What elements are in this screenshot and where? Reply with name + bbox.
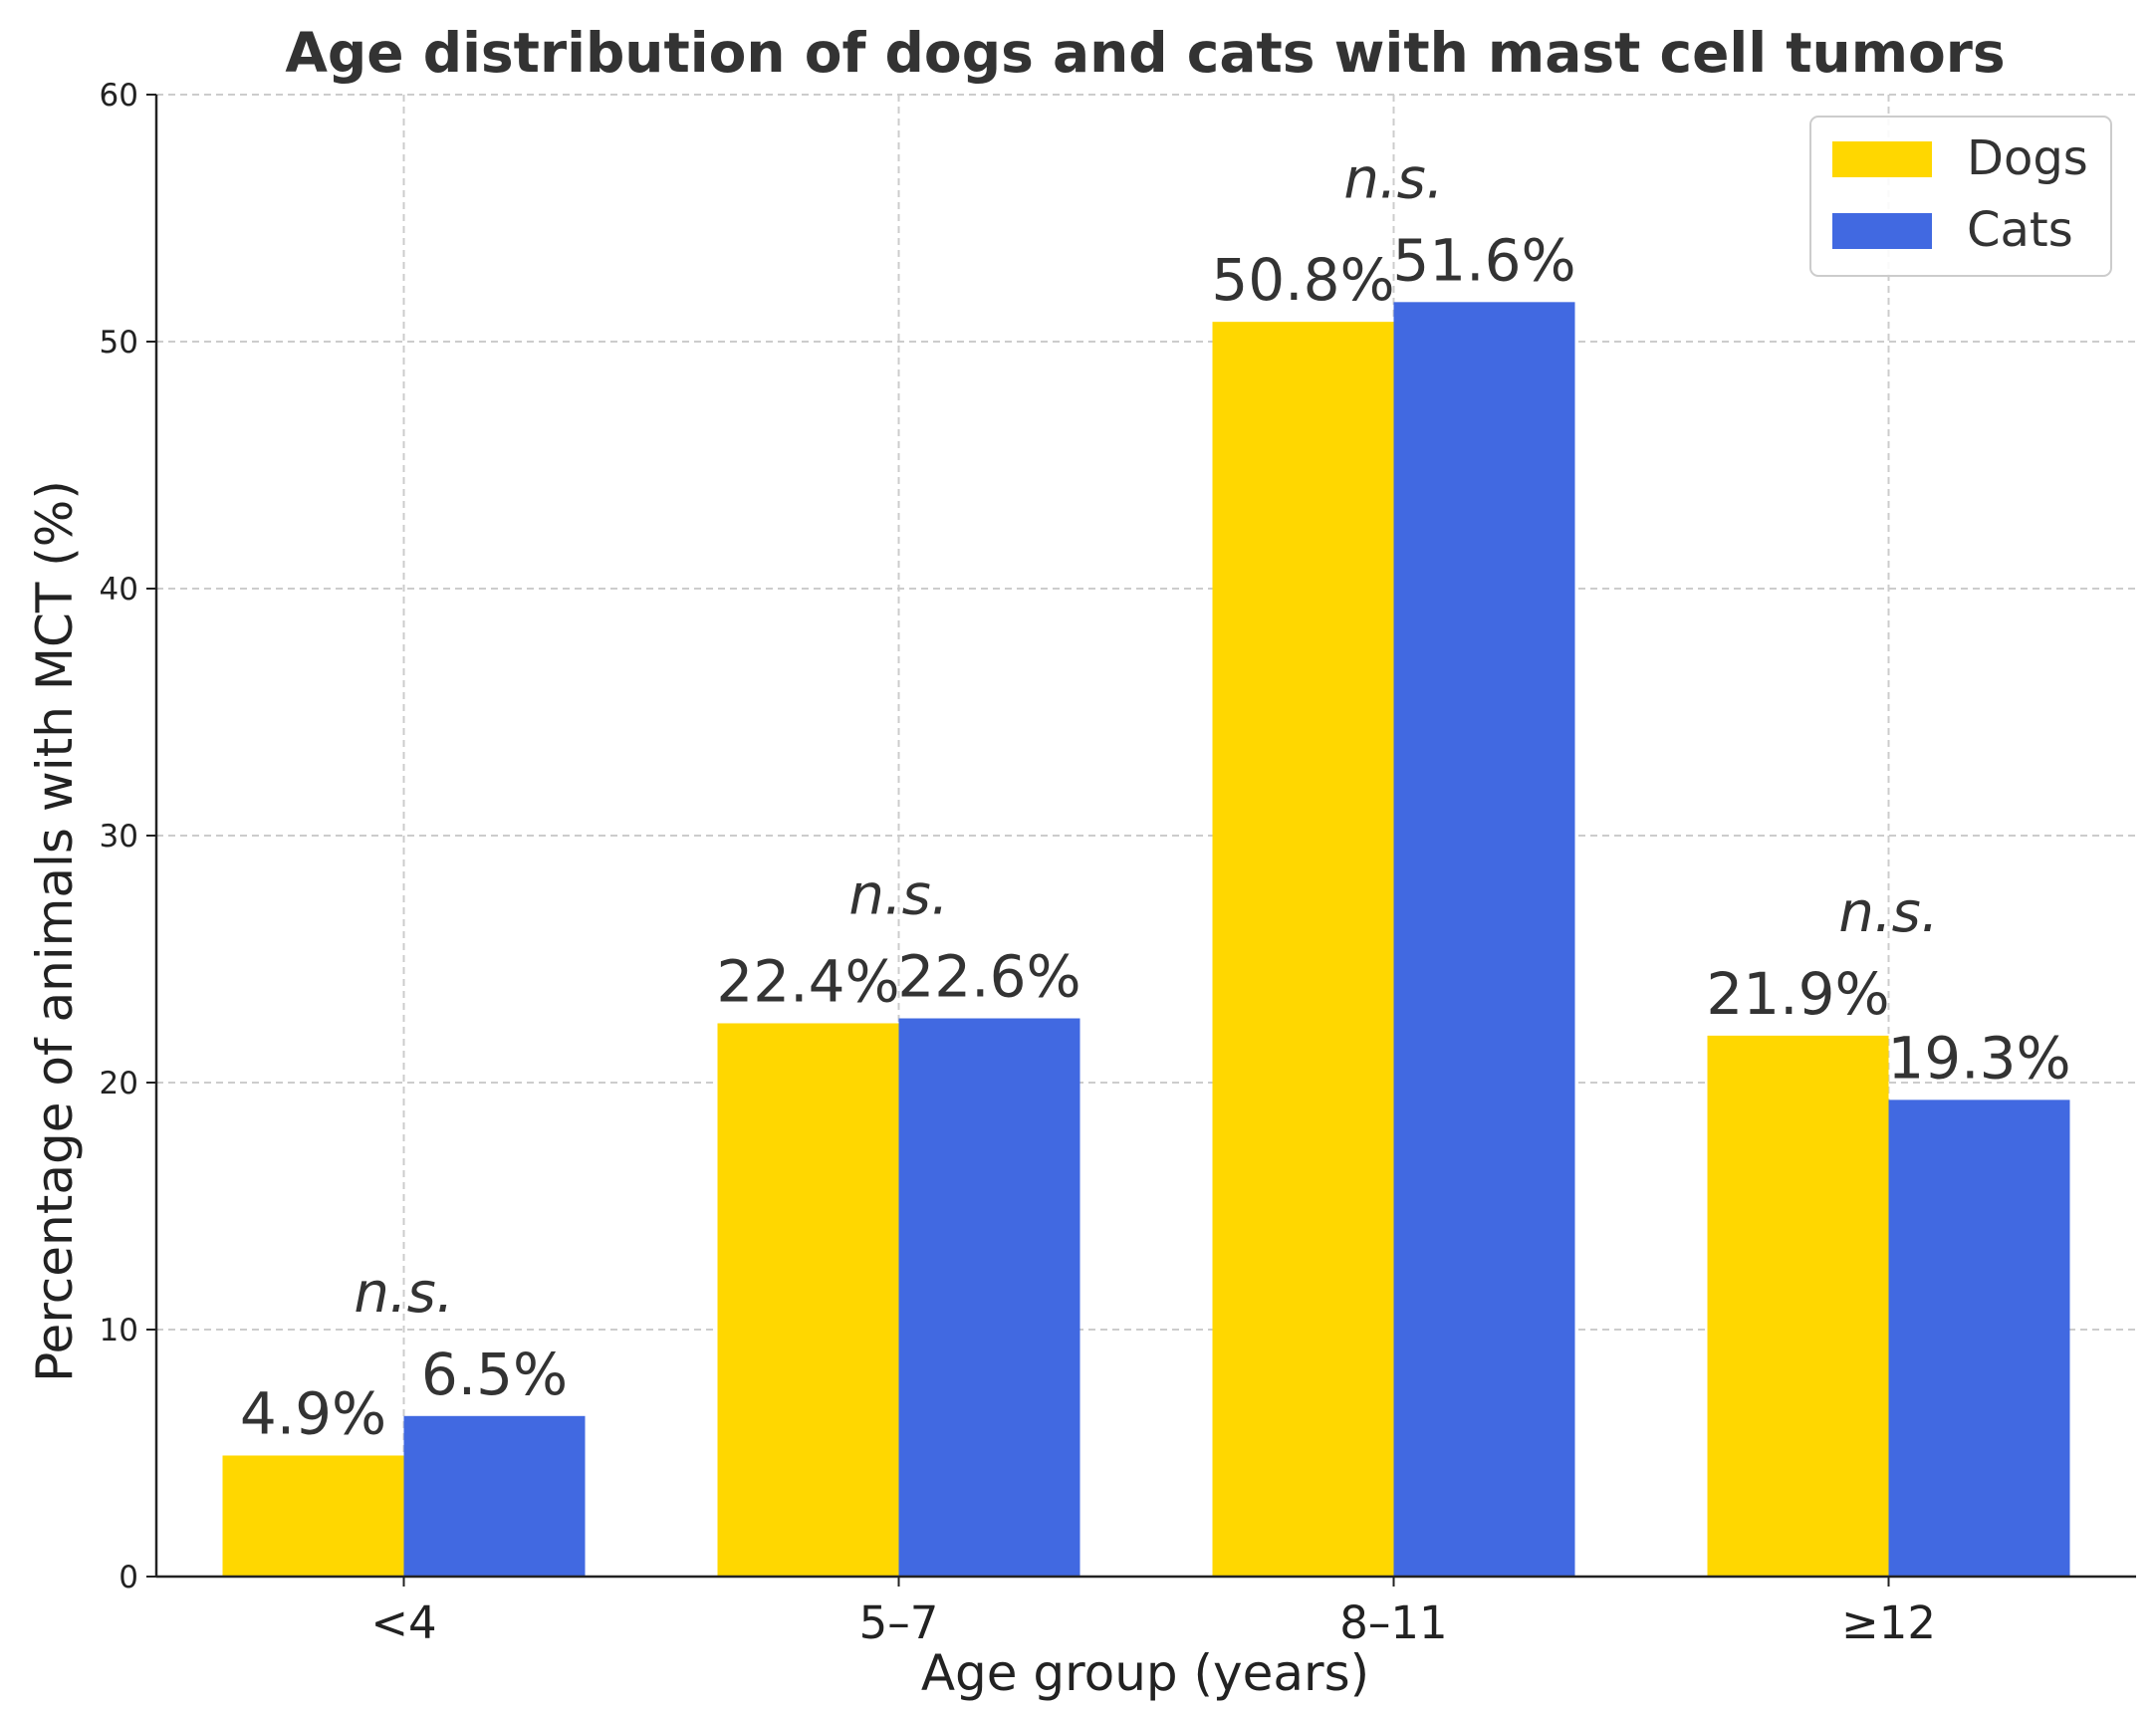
bar-dogs-3 bbox=[1707, 1035, 1889, 1577]
bar-cats-2 bbox=[1393, 302, 1575, 1577]
chart-title: Age distribution of dogs and cats with m… bbox=[285, 21, 2005, 85]
x-tick-label: 8–11 bbox=[1339, 1596, 1447, 1649]
y-tick-label: 20 bbox=[100, 1066, 138, 1101]
y-tick-label: 50 bbox=[100, 325, 138, 361]
legend-label-dogs: Dogs bbox=[1967, 130, 2088, 186]
legend-swatch-dogs bbox=[1832, 141, 1932, 177]
bar-dogs-2 bbox=[1212, 322, 1394, 1577]
bars bbox=[222, 302, 2070, 1577]
legend-label-cats: Cats bbox=[1967, 202, 2073, 258]
y-tick-label: 40 bbox=[100, 572, 138, 608]
legend: Dogs Cats bbox=[1809, 116, 2112, 277]
value-label-cats: 22.6% bbox=[897, 943, 1080, 1011]
value-label-dogs: 21.9% bbox=[1706, 960, 1889, 1028]
y-tick-label: 10 bbox=[100, 1313, 138, 1348]
y-tick-label: 0 bbox=[119, 1560, 138, 1595]
x-axis-label: Age group (years) bbox=[921, 1644, 1369, 1702]
x-tick-label: <4 bbox=[370, 1596, 436, 1649]
bar-cats-1 bbox=[898, 1018, 1080, 1577]
y-tick-label: 30 bbox=[100, 819, 138, 855]
value-label-cats: 51.6% bbox=[1392, 226, 1575, 294]
value-label-cats: 19.3% bbox=[1887, 1024, 2070, 1092]
significance-annotation: n.s. bbox=[848, 863, 948, 928]
x-tick-label: ≥12 bbox=[1841, 1596, 1936, 1649]
y-axis-label: Percentage of animals with MCT (%) bbox=[26, 480, 84, 1382]
y-tick-label: 60 bbox=[100, 78, 138, 114]
value-label-cats: 6.5% bbox=[421, 1341, 568, 1408]
legend-swatch-cats bbox=[1832, 213, 1932, 249]
significance-annotation: n.s. bbox=[1343, 146, 1443, 211]
data-labels: 4.9% 22.4% 50.8% 21.9% 6.5% 22.6% 51.6% 19.3% n.… bbox=[240, 146, 2071, 1447]
significance-annotation: n.s. bbox=[354, 1261, 453, 1326]
bar-cats-0 bbox=[403, 1415, 586, 1577]
x-tick-label: 5–7 bbox=[859, 1596, 939, 1649]
value-label-dogs: 50.8% bbox=[1211, 246, 1394, 314]
bar-dogs-0 bbox=[222, 1455, 404, 1577]
significance-annotation: n.s. bbox=[1838, 880, 1938, 945]
value-label-dogs: 4.9% bbox=[240, 1379, 386, 1447]
axes: 0 10 20 30 40 50 60 <4 5–7 8–11 ≥12 bbox=[100, 78, 2136, 1649]
value-label-dogs: 22.4% bbox=[716, 947, 899, 1015]
bar-dogs-1 bbox=[717, 1023, 899, 1577]
bar-cats-3 bbox=[1888, 1100, 2070, 1577]
